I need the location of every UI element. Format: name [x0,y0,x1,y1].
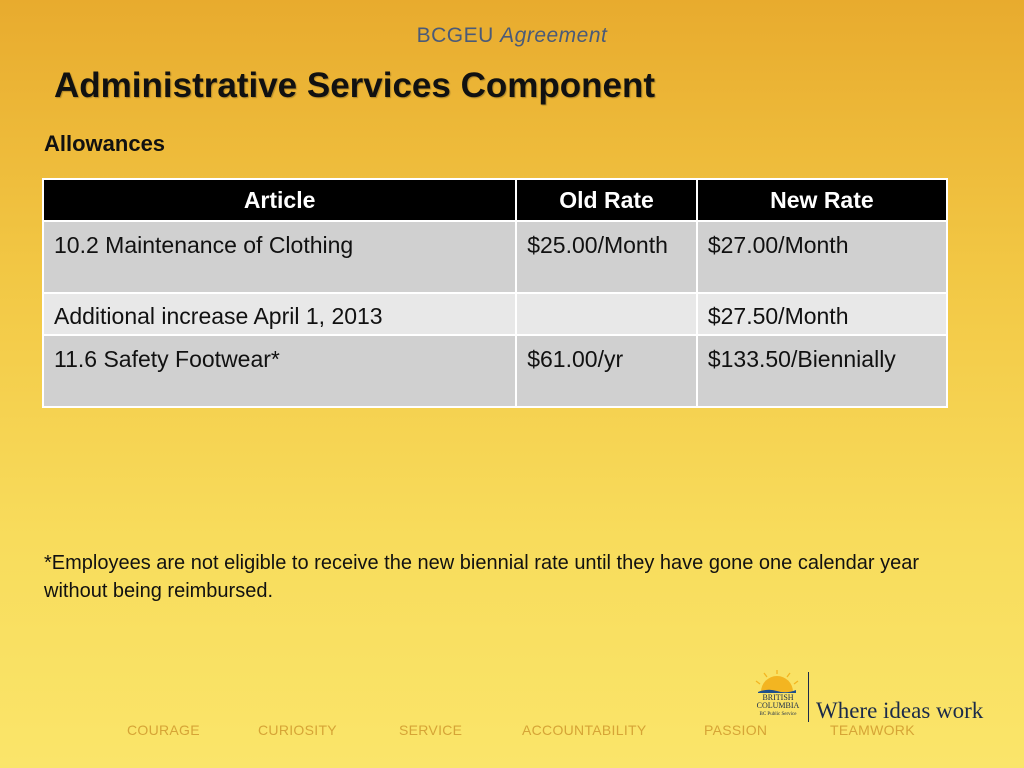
allowances-table: Article Old Rate New Rate 10.2 Maintenan… [41,178,949,408]
bc-public-service-text: BC Public Service [759,712,797,717]
tagline: Where ideas work [816,698,984,723]
value-service: SERVICE [399,722,463,738]
cell-new-rate: $133.50/Biennially [695,334,949,408]
header-org: BCGEU [416,24,494,47]
table-header-row: Article Old Rate New Rate [41,178,949,222]
cell-old-rate: $61.00/yr [515,334,698,408]
bc-wordmark: BRITISH COLUMBIA [756,693,800,710]
bc-public-service-logo: BRITISH COLUMBIA BC Public Service Where… [752,670,992,726]
cell-old-rate: $25.00/Month [515,220,698,294]
value-courage: COURAGE [127,722,200,738]
cell-article: 11.6 Safety Footwear* [41,334,518,408]
table-row: 10.2 Maintenance of Clothing $25.00/Mont… [41,220,949,294]
header-article: Article [41,178,518,222]
bc-sun-icon [755,670,799,693]
footnote: *Employees are not eligible to receive t… [44,552,919,602]
value-accountability: ACCOUNTABILITY [522,722,647,738]
logo-divider [808,672,809,722]
value-passion: PASSION [704,722,768,738]
cell-new-rate: $27.50/Month [695,292,949,336]
header-old-rate: Old Rate [515,178,698,222]
slide-header: BCGEU Agreement [0,24,1024,48]
value-teamwork: TEAMWORK [830,722,915,738]
cell-article: 10.2 Maintenance of Clothing [41,220,518,294]
table-row: Additional increase April 1, 2013 $27.50… [41,292,949,336]
values-footer: COURAGE CURIOSITY SERVICE ACCOUNTABILITY… [0,722,1024,742]
section-subtitle: Allowances [44,131,166,156]
value-curiosity: CURIOSITY [258,722,337,738]
cell-new-rate: $27.00/Month [695,220,949,294]
header-new-rate: New Rate [695,178,949,222]
header-doc: Agreement [500,24,608,47]
page-title: Administrative Services Component [54,66,655,105]
cell-article: Additional increase April 1, 2013 [41,292,518,336]
table-row: 11.6 Safety Footwear* $61.00/yr $133.50/… [41,334,949,408]
cell-old-rate [515,292,698,336]
